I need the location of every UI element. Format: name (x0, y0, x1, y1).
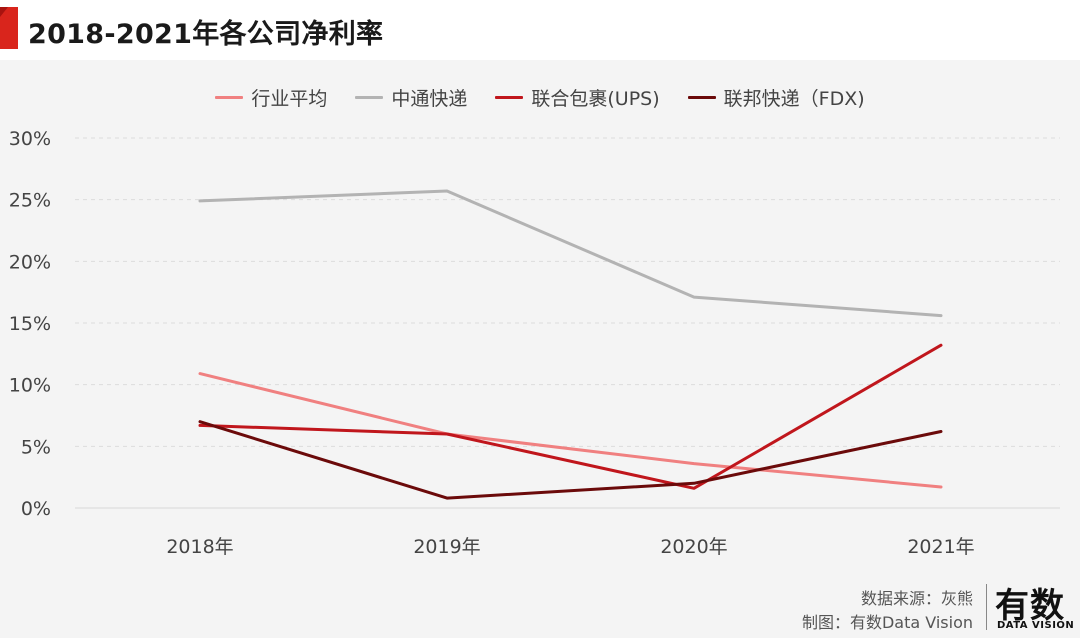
x-tick-label: 2018年 (166, 536, 233, 558)
chart-maker-note: 制图：有数Data Vision (801, 613, 973, 632)
x-tick-label: 2021年 (907, 536, 974, 558)
x-tick-label: 2019年 (413, 536, 480, 558)
series-line (198, 343, 943, 490)
title-accent-bar (0, 7, 18, 49)
legend-item: 行业平均 (215, 84, 327, 111)
y-tick-label: 5% (21, 436, 51, 458)
series-line (198, 372, 943, 489)
legend-item: 中通快递 (355, 84, 467, 111)
legend-swatch (355, 96, 384, 99)
y-tick-label: 10% (9, 375, 51, 397)
x-tick-label: 2020年 (660, 536, 727, 558)
legend-item: 联邦快递（FDX) (687, 84, 865, 111)
legend-swatch (495, 96, 524, 99)
y-tick-label: 30% (9, 128, 51, 150)
footer-divider (986, 584, 987, 630)
data-source-note: 数据来源：灰熊 (860, 589, 973, 608)
legend-swatch (687, 96, 716, 99)
title-bar: 2018-2021年各公司净利率 (0, 0, 1080, 60)
chart-title: 2018-2021年各公司净利率 (28, 19, 384, 50)
legend-label: 中通快递 (391, 88, 468, 110)
chart-legend: 行业平均 中通快递 联合包裹(UPS) 联邦快递（FDX) (0, 84, 1080, 111)
series-line (198, 189, 943, 318)
brand-logo-subtitle: DATA VISION (997, 620, 1075, 631)
legend-swatch (215, 96, 244, 99)
legend-label: 联邦快递（FDX) (723, 88, 865, 110)
y-tick-label: 0% (21, 498, 51, 520)
series-line (198, 420, 943, 500)
legend-label: 行业平均 (251, 88, 328, 110)
legend-item: 联合包裹(UPS) (495, 84, 660, 111)
y-tick-label: 20% (9, 251, 51, 273)
brand-logo: 有数 (995, 586, 1065, 626)
y-tick-label: 25% (9, 190, 51, 212)
y-tick-label: 15% (9, 313, 51, 335)
title-accent-fold (0, 7, 8, 17)
legend-label: 联合包裹(UPS) (531, 88, 660, 110)
